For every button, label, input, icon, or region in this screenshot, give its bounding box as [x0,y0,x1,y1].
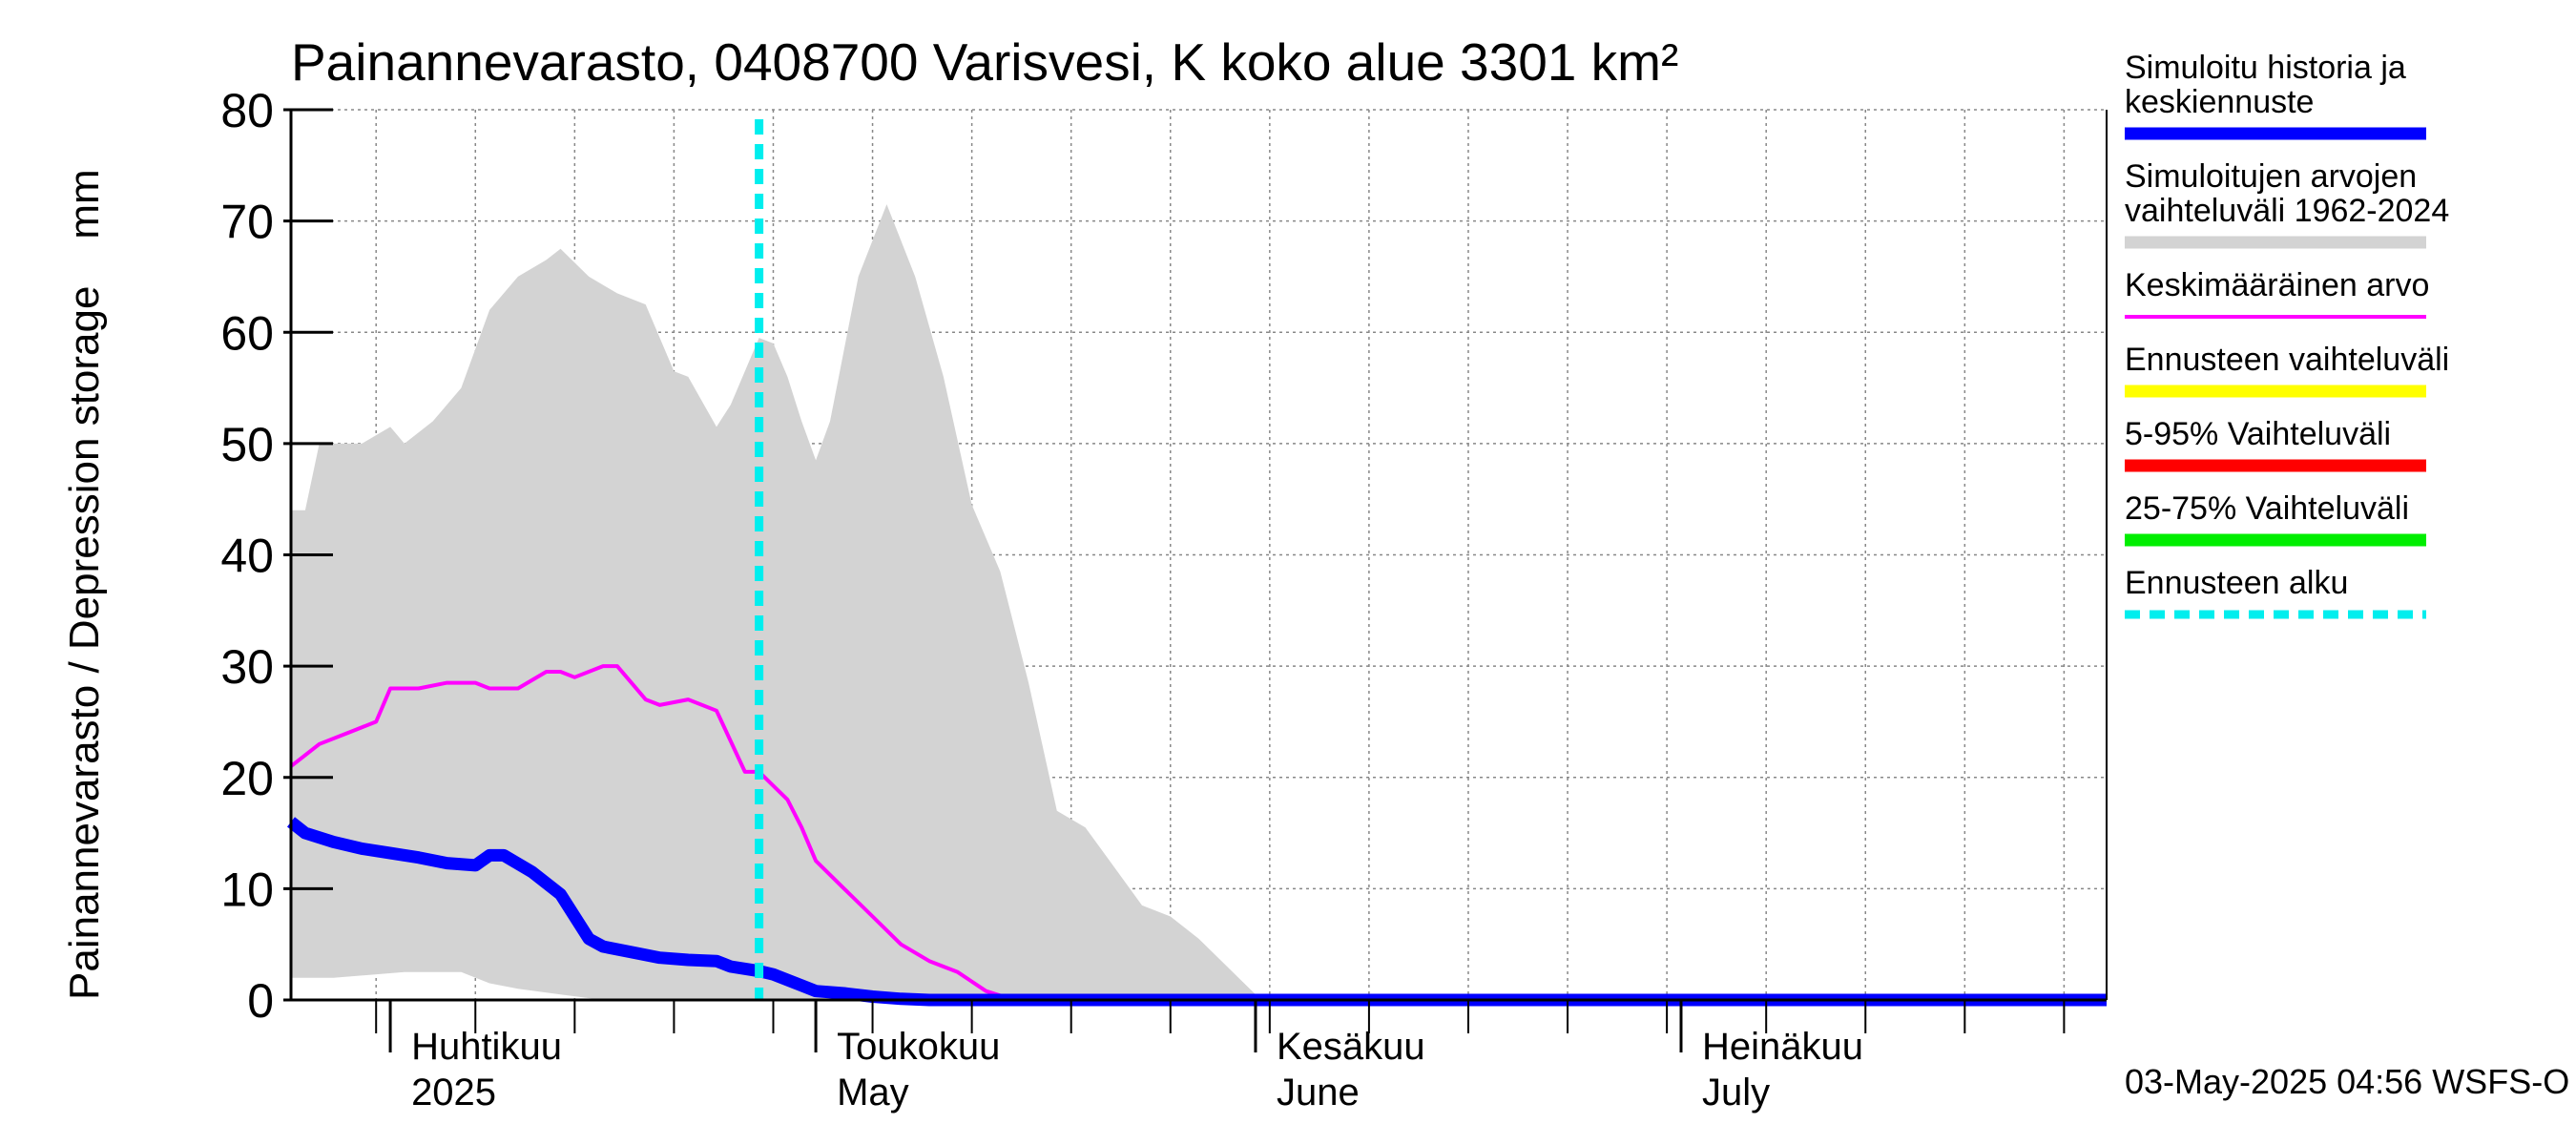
legend-label: keskiennuste [2125,84,2314,120]
legend-label: Keskimääräinen arvo [2125,267,2429,303]
legend-label: 5-95% Vaihteluväli [2125,416,2391,452]
range-band [291,204,2107,1001]
x-month-sublabel: July [1702,1072,1770,1114]
x-month-label: Heinäkuu [1702,1026,1863,1068]
legend-label: Ennusteen vaihteluväli [2125,342,2449,378]
legend-label: Simuloitujen arvojen [2125,158,2417,195]
y-tick-label: 70 [220,196,274,249]
y-tick-label: 60 [220,306,274,360]
y-axis-label: Painannevarasto / Depression storage mm [61,169,108,1000]
x-month-sublabel: 2025 [411,1072,496,1114]
legend-label: 25-75% Vaihteluväli [2125,490,2409,527]
y-tick-label: 40 [220,530,274,583]
legend-label: Ennusteen alku [2125,565,2348,601]
footer-timestamp: 03-May-2025 04:56 WSFS-O [2125,1062,2569,1101]
range-band-layer [291,204,2107,1001]
legend-label: Simuloitu historia ja [2125,50,2406,86]
series-line [289,664,2107,1002]
y-tick-label: 10 [220,863,274,916]
x-month-label: Kesäkuu [1277,1026,1425,1068]
x-month-label: Huhtikuu [411,1026,562,1068]
y-tick-label: 20 [220,752,274,805]
series-line [286,817,2107,1007]
y-tick-label: 50 [220,418,274,471]
y-tick-label: 30 [220,640,274,694]
x-month-label: Toukokuu [837,1026,1000,1068]
series-line-layer [286,119,2107,1007]
chart-title: Painannevarasto, 0408700 Varisvesi, K ko… [291,32,1678,92]
x-month-sublabel: May [837,1072,909,1114]
legend-label: vaihteluväli 1962-2024 [2125,193,2449,229]
y-tick-label: 0 [247,974,274,1028]
x-month-sublabel: June [1277,1072,1360,1114]
y-tick-label: 80 [220,84,274,137]
